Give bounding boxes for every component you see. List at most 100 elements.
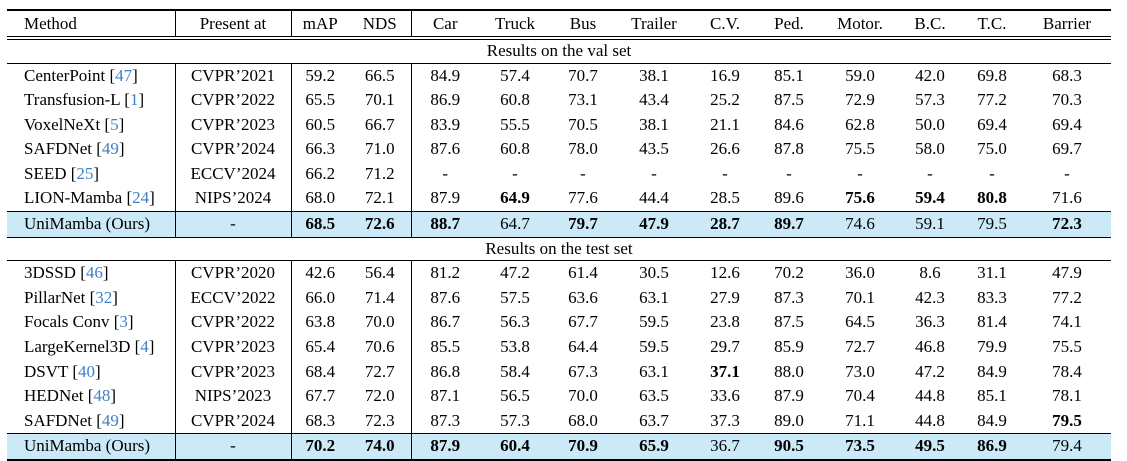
citation-link[interactable]: 40 bbox=[78, 361, 95, 381]
metric-cell-t-c: 80.8 bbox=[977, 188, 1007, 208]
venue-cell: CVPR’2021 bbox=[174, 63, 291, 89]
column-header-map: mAP bbox=[290, 10, 349, 40]
metric-cell-bus: - bbox=[580, 163, 586, 183]
metric-cell-nds: 72.7 bbox=[364, 361, 395, 381]
venue-cell: CVPR’2023 bbox=[174, 334, 291, 360]
metric-cell-trailer: 65.9 bbox=[615, 433, 693, 460]
metric-cell-car: 87.3 bbox=[410, 408, 479, 434]
venue-cell: ECCV’2022 bbox=[174, 285, 291, 311]
metric-cell-truck: 58.4 bbox=[500, 361, 530, 381]
table-row: SEED [25] ECCV’2024 66.2 71.2- - - - - - - - - - bbox=[7, 161, 1111, 187]
metric-cell-ped: 84.6 bbox=[774, 114, 804, 134]
metric-cell-trailer: 30.5 bbox=[639, 263, 669, 283]
citation-link[interactable]: 47 bbox=[115, 65, 133, 85]
table-row: LION-Mamba [24] NIPS’2024 68.0 72.1 87.9 64.9… bbox=[7, 186, 1111, 212]
column-header-bus: Bus bbox=[551, 10, 615, 40]
metric-cell-nds: 72.0 bbox=[364, 386, 395, 406]
metric-cell-car: 86.7 bbox=[410, 310, 479, 335]
metric-cell-truck: 56.5 bbox=[500, 386, 530, 406]
metric-cell-nds: 71.0 bbox=[364, 139, 395, 159]
metric-cell-trailer: 43.4 bbox=[639, 90, 669, 110]
metric-cell-motor: 73.0 bbox=[845, 361, 875, 381]
method-cell: DSVT [40] bbox=[24, 361, 101, 381]
citation-link[interactable]: 5 bbox=[110, 114, 119, 134]
venue-cell: CVPR’2023 bbox=[174, 359, 291, 385]
metric-cell-c-v: 28.7 bbox=[693, 211, 757, 238]
metric-cell-b-c: 46.8 bbox=[915, 336, 945, 356]
metric-cell-c-v: 33.6 bbox=[710, 386, 740, 406]
method-cell: LargeKernel3D [4] bbox=[24, 336, 155, 356]
citation-link[interactable]: 46 bbox=[85, 263, 103, 283]
citation-link[interactable]: 1 bbox=[129, 90, 139, 110]
metric-cell-truck: 60.8 bbox=[500, 139, 530, 159]
metric-cell-b-c: 57.3 bbox=[915, 90, 945, 110]
table-body: Results on the val set CenterPoint [47] CV… bbox=[7, 37, 1111, 460]
citation-link[interactable]: 25 bbox=[76, 163, 94, 183]
citation-link[interactable]: 32 bbox=[95, 287, 113, 307]
metric-cell-ped: 87.9 bbox=[774, 386, 804, 406]
metric-cell-trailer: 63.7 bbox=[639, 410, 669, 430]
method-cell: UniMamba (Ours) bbox=[7, 433, 175, 460]
metric-cell-car: 81.2 bbox=[410, 260, 479, 286]
metric-cell-barrier: 70.3 bbox=[1052, 90, 1082, 110]
metric-cell-bus: 67.7 bbox=[568, 312, 598, 332]
metric-cell-ped: 90.5 bbox=[757, 433, 821, 460]
table-row: SAFDNet [49] CVPR’2024 66.3 71.0 87.6 60.8 78.… bbox=[7, 137, 1111, 162]
metric-cell-bus: 70.7 bbox=[568, 65, 598, 85]
column-header-nds: NDS bbox=[349, 10, 411, 40]
citation-link[interactable]: 48 bbox=[93, 386, 111, 406]
method-cell: SAFDNet [49] bbox=[24, 410, 125, 430]
metric-cell-map: 67.7 bbox=[290, 384, 349, 409]
table-row: 3DSSD [46] CVPR’2020 42.6 56.4 81.2 47.2 61.4 3… bbox=[7, 260, 1111, 286]
metric-cell-truck: 56.3 bbox=[500, 312, 530, 332]
metric-cell-trailer: 63.1 bbox=[639, 361, 669, 381]
column-header-car: Car bbox=[410, 10, 479, 40]
metric-cell-truck: 64.9 bbox=[500, 188, 530, 208]
metric-cell-t-c: 84.9 bbox=[977, 410, 1007, 430]
metric-cell-map: 65.5 bbox=[290, 88, 349, 113]
method-cell: LION-Mamba [24] bbox=[24, 188, 155, 208]
metric-cell-t-c: 86.9 bbox=[961, 433, 1023, 460]
metric-cell-truck: 60.8 bbox=[500, 90, 530, 110]
metric-cell-t-c: 79.9 bbox=[977, 336, 1007, 356]
citation-link[interactable]: 4 bbox=[140, 336, 149, 356]
column-header-c-v: C.V. bbox=[693, 10, 757, 40]
venue-cell: ECCV’2024 bbox=[174, 161, 291, 187]
method-cell: PillarNet [32] bbox=[24, 287, 118, 307]
citation-link[interactable]: 3 bbox=[119, 312, 128, 332]
metric-cell-t-c: 75.0 bbox=[977, 139, 1007, 159]
metric-cell-c-v: 16.9 bbox=[710, 65, 740, 85]
metric-cell-c-v: 27.9 bbox=[710, 287, 740, 307]
citation-link[interactable]: 49 bbox=[101, 139, 119, 159]
metric-cell-c-v: 37.3 bbox=[710, 410, 740, 430]
metric-cell-map: 68.0 bbox=[290, 186, 349, 212]
metric-cell-b-c: 50.0 bbox=[915, 114, 945, 134]
method-cell: VoxelNeXt [5] bbox=[24, 114, 125, 134]
metric-cell-barrier: 77.2 bbox=[1052, 287, 1082, 307]
metric-cell-c-v: 28.5 bbox=[710, 188, 740, 208]
table-header: Method Present at mAP NDS Car Truck Bus Trailer… bbox=[7, 10, 1111, 40]
metric-cell-trailer: 44.4 bbox=[639, 188, 669, 208]
metric-cell-c-v: - bbox=[722, 163, 728, 183]
metric-cell-motor: 74.6 bbox=[821, 211, 899, 238]
metric-cell-car: 84.9 bbox=[410, 63, 479, 89]
metric-cell-ped: 87.3 bbox=[774, 287, 804, 307]
metric-cell-ped: - bbox=[786, 163, 792, 183]
metric-cell-trailer: 43.5 bbox=[639, 139, 669, 159]
metric-cell-nds: 66.7 bbox=[364, 114, 395, 134]
column-header-b-c: B.C. bbox=[899, 10, 961, 40]
metric-cell-map: 68.3 bbox=[290, 408, 349, 434]
metric-cell-bus: 78.0 bbox=[568, 139, 598, 159]
metric-cell-trailer: 38.1 bbox=[639, 65, 669, 85]
metric-cell-t-c: 31.1 bbox=[977, 263, 1007, 283]
citation-link[interactable]: 24 bbox=[132, 188, 150, 208]
metric-cell-ped: 89.0 bbox=[774, 410, 804, 430]
metric-cell-ped: 88.0 bbox=[774, 361, 804, 381]
method-cell: Focals Conv [3] bbox=[24, 312, 134, 332]
metric-cell-barrier: 68.3 bbox=[1052, 65, 1082, 85]
metric-cell-b-c: 58.0 bbox=[915, 139, 945, 159]
citation-link[interactable]: 49 bbox=[101, 410, 119, 430]
metric-cell-truck: 57.3 bbox=[500, 410, 530, 430]
metric-cell-truck: 57.5 bbox=[500, 287, 530, 307]
metric-cell-t-c: 79.5 bbox=[961, 211, 1023, 238]
